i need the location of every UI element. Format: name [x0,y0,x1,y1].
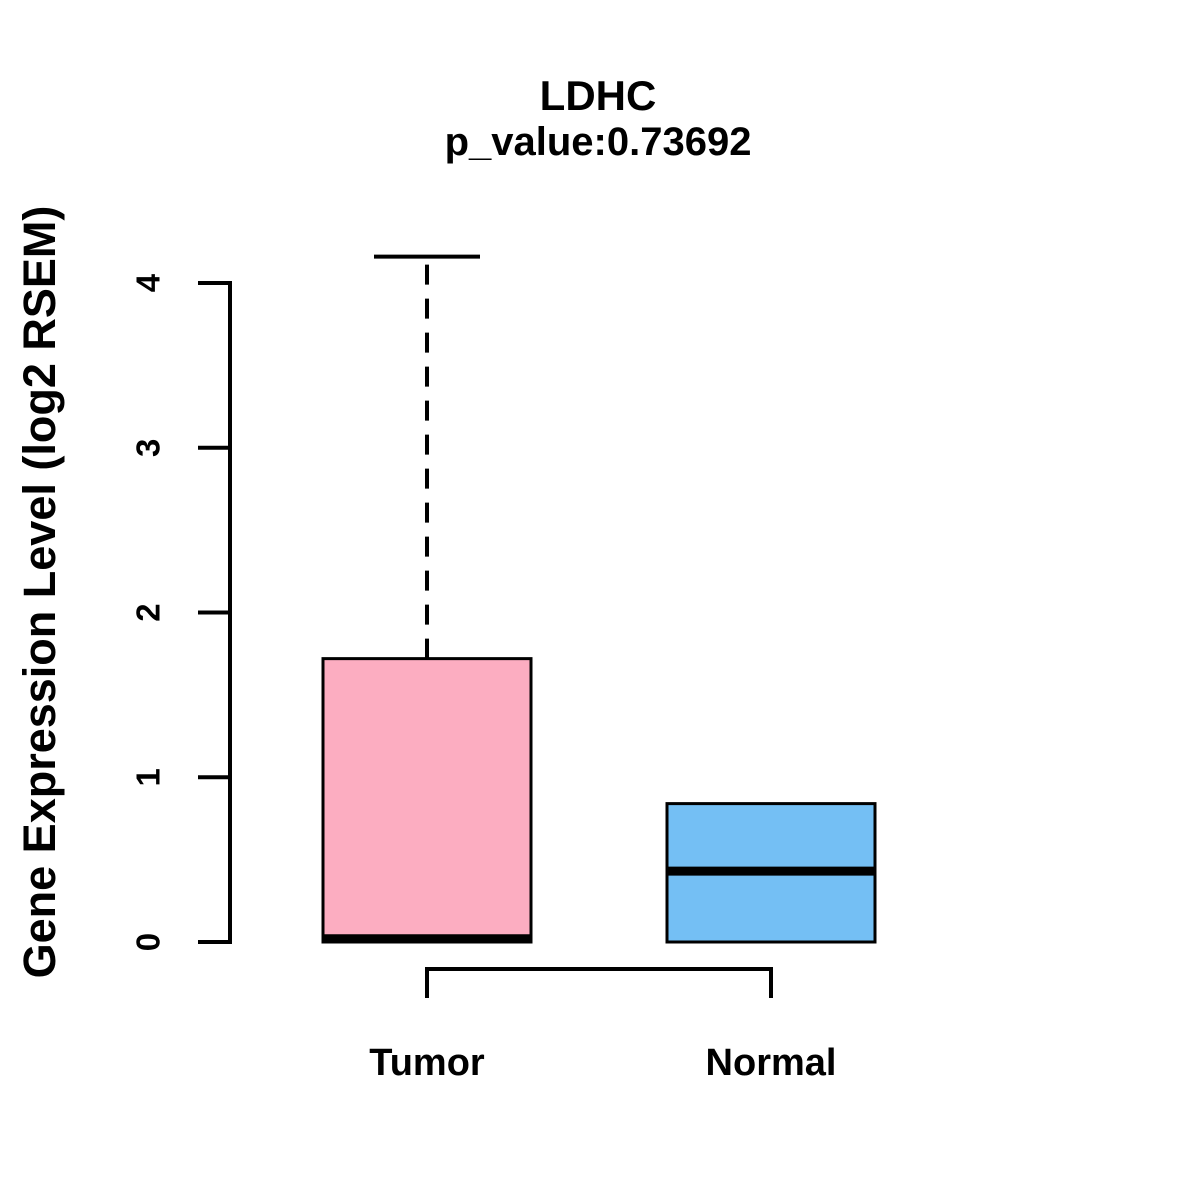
x-category-label-normal: Normal [705,1042,837,1084]
y-tick-label: 2 [130,603,167,621]
y-tick-label: 3 [130,439,167,457]
chart-subtitle-pvalue: p_value:0.73692 [444,120,752,164]
x-category-label-tumor: Tumor [369,1042,485,1084]
y-tick-label: 4 [130,273,167,292]
x-axis-bracket [425,967,773,998]
y-tick-label: 0 [130,933,167,951]
box-tumor [321,657,533,944]
chart-title: LDHC [539,72,657,119]
y-tick-label: 1 [130,768,167,786]
